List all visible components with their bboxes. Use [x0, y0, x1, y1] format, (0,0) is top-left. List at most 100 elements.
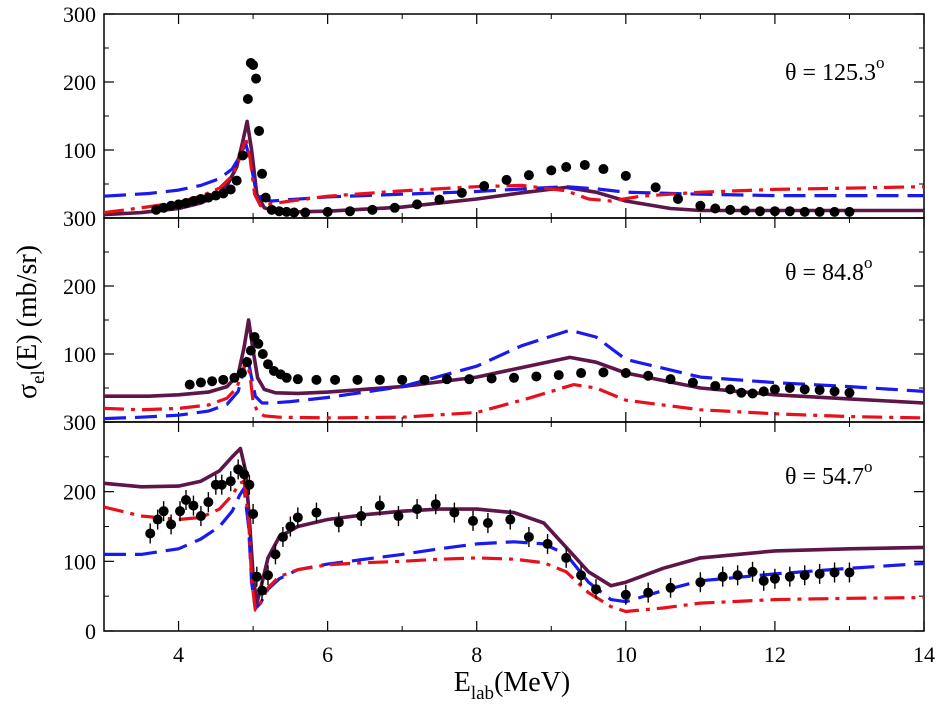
panel-angle-value: θ = 84.8 — [785, 260, 864, 286]
data-point — [814, 385, 825, 396]
panel-angle-label: θ = 125.3o — [785, 53, 885, 86]
data-point — [829, 206, 840, 217]
data-point — [292, 512, 303, 523]
x-axis-title-main: E — [454, 667, 471, 698]
data-point — [152, 514, 163, 525]
data-point — [486, 373, 497, 384]
series-dash-dot — [104, 357, 924, 420]
y-tick-label: 100 — [63, 138, 96, 163]
series-solid — [104, 446, 924, 605]
data-point — [216, 479, 227, 490]
data-point — [468, 515, 478, 526]
data-point — [784, 571, 795, 582]
data-point — [430, 499, 441, 510]
data-point — [266, 204, 277, 215]
data-point — [225, 476, 236, 487]
data-point — [673, 193, 683, 204]
data-point — [393, 511, 404, 522]
panel-angle-label: θ = 54.7o — [785, 457, 873, 490]
data-point — [203, 497, 214, 508]
data-point — [333, 517, 344, 528]
data-point — [225, 184, 236, 195]
x-tick-label: 10 — [615, 642, 637, 667]
y-axis-title-main: σ — [12, 384, 43, 399]
y-tick-label: 300 — [63, 410, 96, 435]
data-point — [389, 202, 400, 213]
data-point — [145, 528, 156, 539]
y-axis-title: σel(E) (mb/sr) — [12, 245, 49, 399]
data-point — [270, 549, 281, 560]
data-point — [231, 175, 242, 186]
data-point — [758, 575, 769, 586]
x-axis: 4 6 8 10 12 14 — [173, 642, 935, 667]
data-point — [814, 206, 825, 217]
data-point — [184, 379, 195, 390]
data-point — [769, 206, 780, 217]
data-point — [799, 384, 810, 395]
data-point — [300, 207, 311, 218]
data-point — [263, 359, 273, 370]
data-point — [620, 368, 631, 379]
data-point — [456, 187, 467, 198]
data-point — [479, 181, 490, 192]
data-point — [173, 199, 184, 210]
data-point — [844, 387, 855, 398]
data-point — [367, 204, 378, 215]
data-point — [736, 387, 747, 398]
data-point — [523, 170, 534, 181]
y-tick-label: 100 — [63, 342, 96, 367]
series-group — [104, 119, 924, 217]
x-axis-title-rest: (MeV) — [494, 667, 570, 698]
y-tick-label: 200 — [63, 70, 96, 95]
panel-angle-value: θ = 125.3 — [785, 60, 876, 86]
data-point — [195, 193, 206, 204]
data-point — [542, 538, 553, 549]
data-point — [643, 587, 654, 598]
data-point — [650, 182, 661, 193]
y-axis-title-sub: el — [28, 370, 49, 384]
data-point — [239, 469, 250, 480]
data-point — [576, 570, 587, 581]
data-point — [245, 345, 256, 356]
data-point — [166, 519, 177, 530]
data-point — [784, 206, 795, 217]
data-point — [598, 367, 609, 378]
data-point — [195, 377, 206, 388]
data-point — [263, 570, 273, 581]
y-tick-label: 0 — [85, 619, 96, 644]
x-tick-label: 14 — [913, 642, 935, 667]
data-point — [158, 506, 169, 517]
data-point — [523, 531, 534, 542]
data-point — [814, 568, 825, 579]
data-point — [207, 376, 218, 387]
data-point — [482, 518, 493, 529]
data-point — [591, 584, 601, 595]
data-point — [769, 573, 780, 584]
data-point — [769, 384, 780, 395]
series-group — [104, 318, 924, 421]
data-point — [244, 479, 255, 490]
data-point — [505, 514, 516, 525]
series-dash-dot — [104, 479, 924, 614]
data-point — [253, 338, 264, 349]
data-point — [434, 194, 445, 205]
data-point — [620, 589, 631, 600]
data-point — [829, 386, 840, 397]
data-point — [251, 571, 262, 582]
data-point — [687, 377, 698, 388]
data-point — [717, 571, 728, 582]
data-point — [277, 531, 288, 542]
data-point — [799, 206, 810, 217]
data-point — [248, 60, 259, 70]
data-point — [352, 374, 363, 385]
data-point — [195, 511, 206, 522]
panel-angle-degree: o — [876, 53, 885, 72]
panel-angle-degree: o — [864, 457, 873, 476]
data-point — [620, 170, 631, 181]
data-point — [576, 368, 587, 379]
data-point — [695, 200, 706, 211]
data-point — [643, 370, 654, 381]
data-point — [665, 374, 676, 385]
